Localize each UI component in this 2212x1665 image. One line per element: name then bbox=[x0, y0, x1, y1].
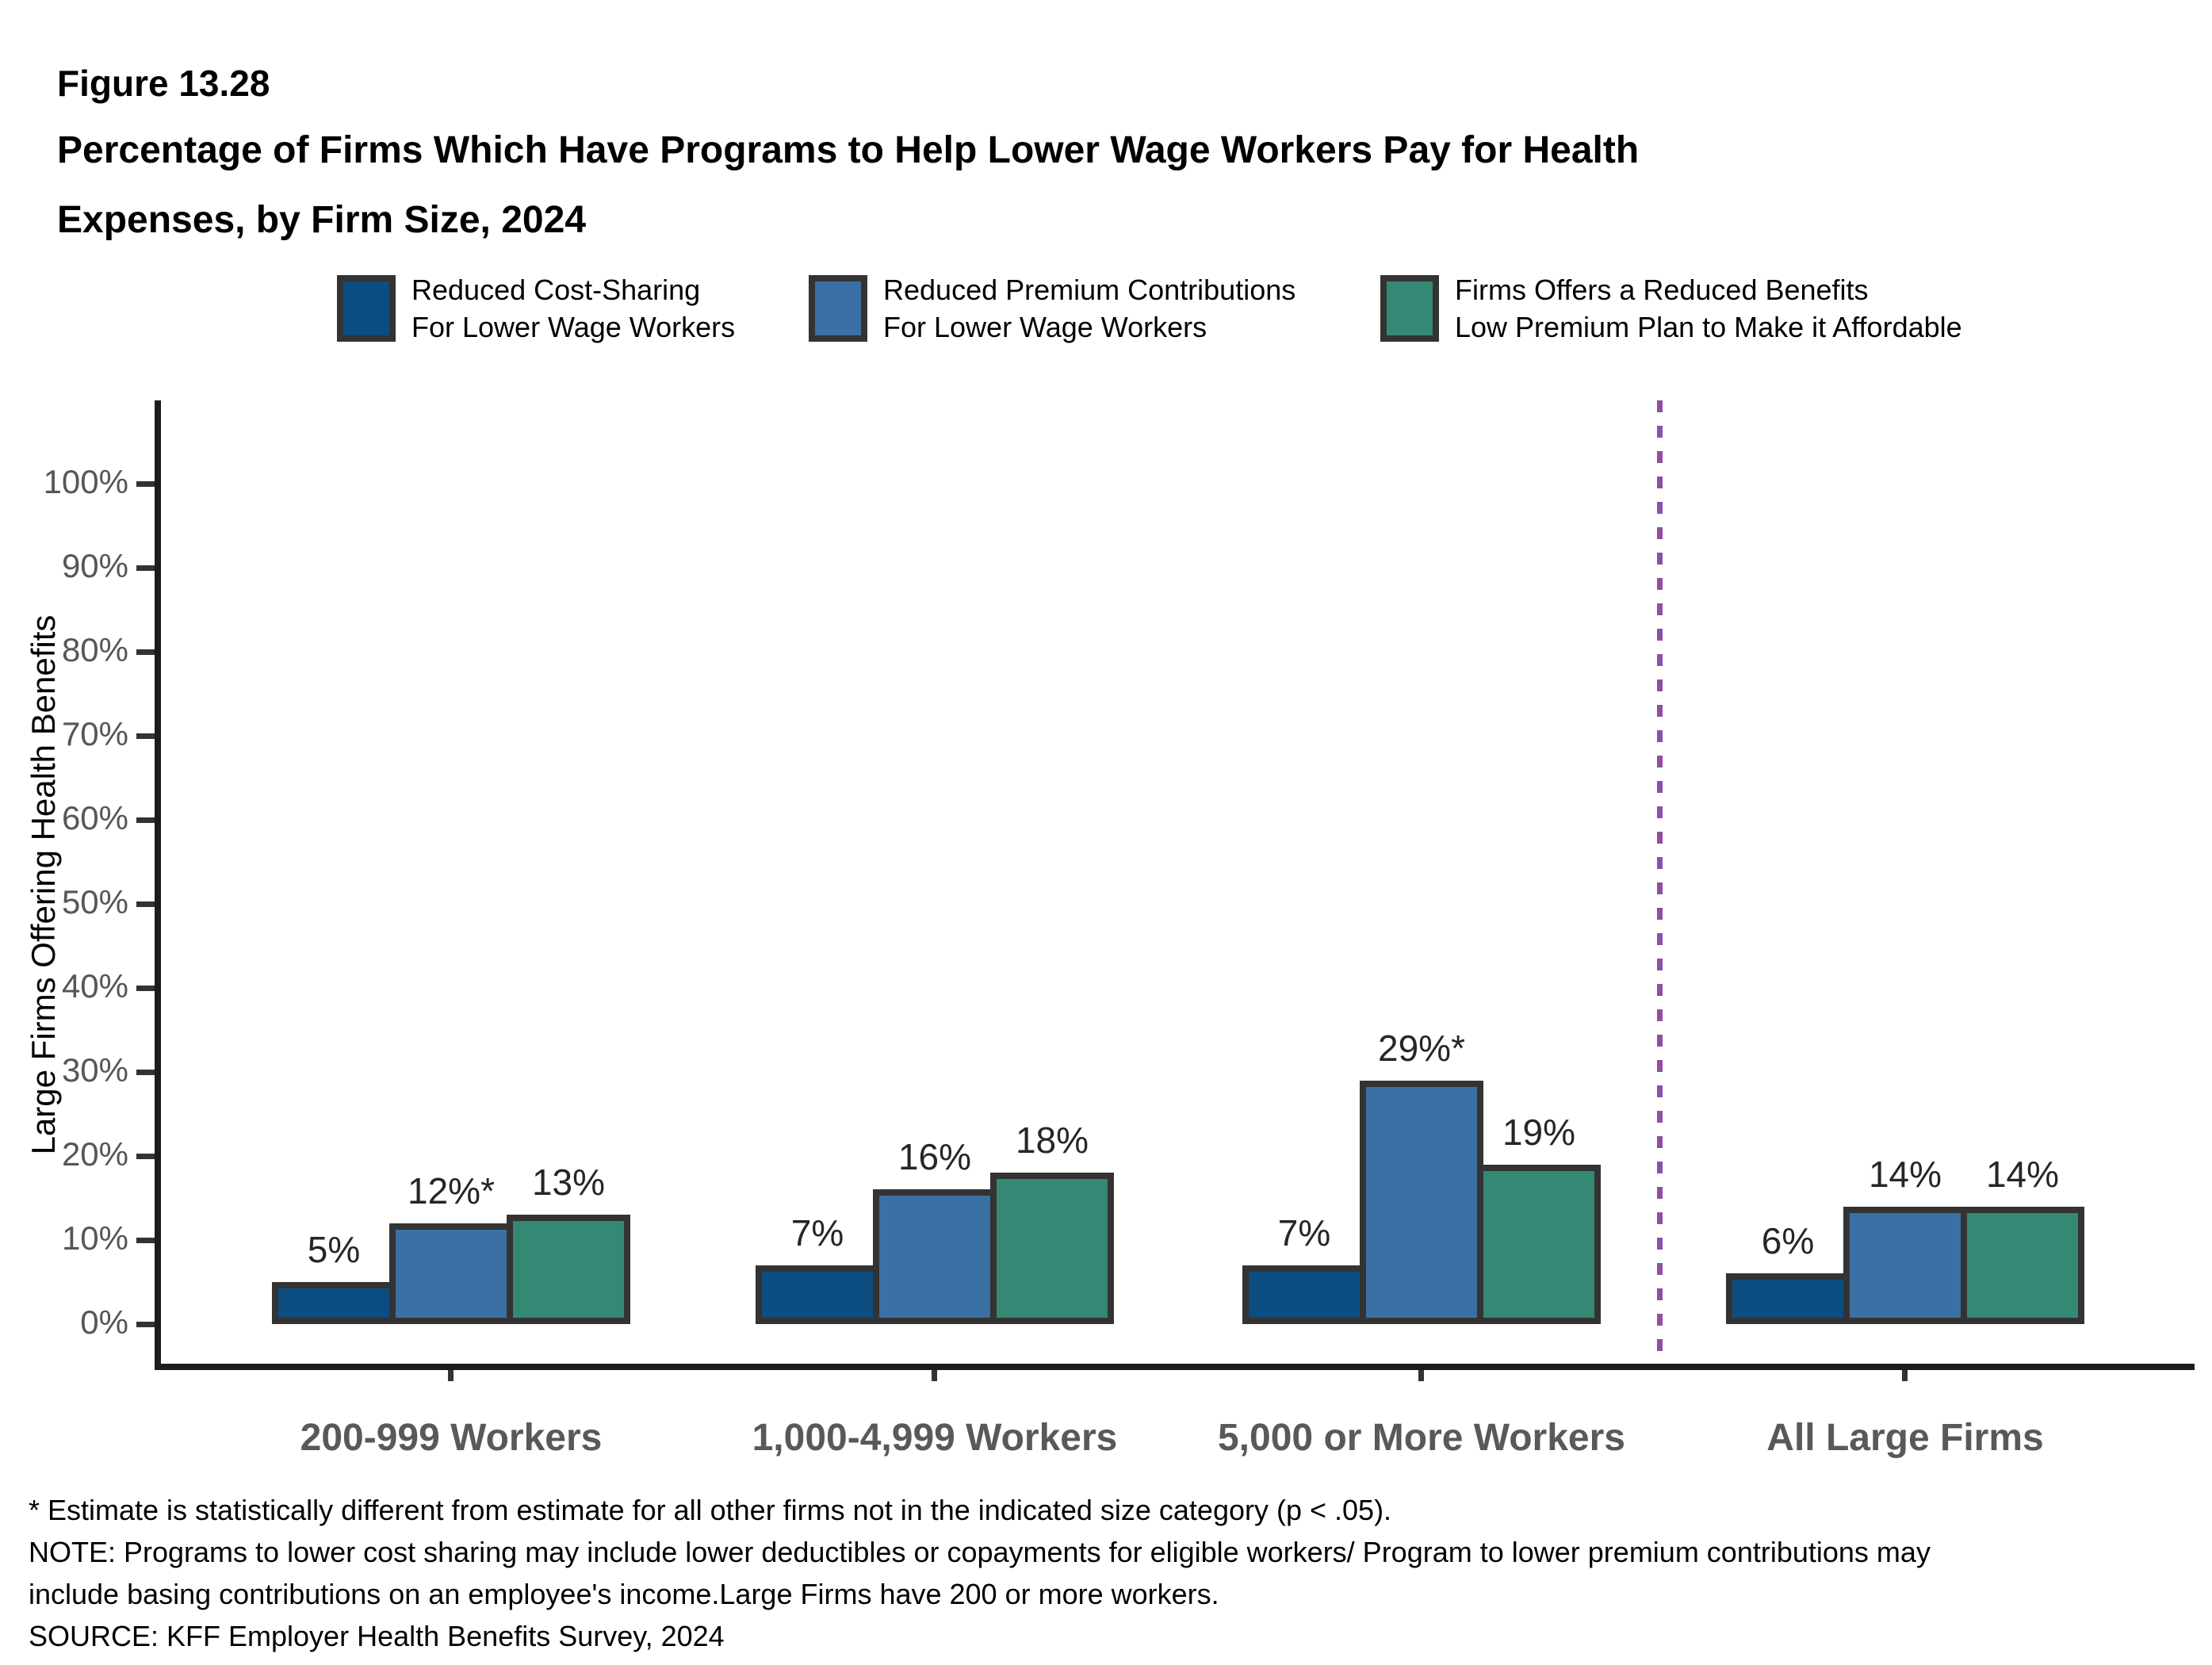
figure-number: Figure 13.28 bbox=[57, 63, 270, 104]
chart-title-line-1: Percentage of Firms Which Have Programs … bbox=[57, 129, 1640, 171]
y-tick-label-10: 10% bbox=[61, 1219, 128, 1257]
bar-column: 13% bbox=[507, 484, 630, 1324]
x-tick-mark bbox=[1902, 1370, 1908, 1381]
bar-value-label: 14% bbox=[1985, 1153, 2060, 1195]
legend-label-line: Reduced Premium Contributions bbox=[883, 274, 1296, 306]
y-tick-mark bbox=[136, 901, 155, 907]
y-tick-mark bbox=[136, 649, 155, 655]
legend-swatch-medium-blue bbox=[809, 275, 867, 342]
bar-column: 12%* bbox=[389, 484, 513, 1324]
bar-reduced-premium bbox=[1843, 1206, 1967, 1324]
y-tick-mark bbox=[136, 986, 155, 991]
bar-reduced-premium bbox=[1360, 1080, 1483, 1324]
x-axis-label-200-999: 200-999 Workers bbox=[300, 1417, 603, 1459]
bar-column: 5% bbox=[272, 484, 396, 1324]
footnotes: * Estimate is statistically different fr… bbox=[29, 1489, 1931, 1657]
y-tick-label-40: 40% bbox=[61, 967, 128, 1005]
x-tick-mark bbox=[448, 1370, 453, 1381]
y-axis-line bbox=[155, 400, 161, 1370]
y-tick-label-100: 100% bbox=[43, 463, 128, 500]
bar-value-label: 7% bbox=[790, 1211, 844, 1254]
legend-swatch-green bbox=[1380, 275, 1439, 342]
bar-value-label: 19% bbox=[1502, 1111, 1576, 1153]
y-tick-label-50: 50% bbox=[61, 883, 128, 921]
bar-column: 19% bbox=[1477, 484, 1601, 1324]
x-tick-mark bbox=[1418, 1370, 1424, 1381]
x-axis-line bbox=[155, 1364, 2195, 1370]
legend-item-reduced-cost-sharing: Reduced Cost-Sharing For Lower Wage Work… bbox=[337, 271, 735, 346]
y-tick-label-90: 90% bbox=[61, 547, 128, 584]
bar-column: 6% bbox=[1726, 484, 1850, 1324]
bar-value-label: 6% bbox=[1761, 1220, 1815, 1262]
bar-value-label: 7% bbox=[1277, 1211, 1331, 1254]
bar-value-label: 14% bbox=[1868, 1153, 1942, 1195]
bar-value-label: 29%* bbox=[1378, 1027, 1465, 1069]
bar-column: 7% bbox=[1242, 484, 1366, 1324]
y-tick-mark bbox=[136, 733, 155, 739]
bar-reduced-benefits-plan bbox=[990, 1173, 1114, 1324]
legend-item-reduced-premium: Reduced Premium Contributions For Lower … bbox=[809, 271, 1295, 346]
legend-item-reduced-benefits-plan: Firms Offers a Reduced Benefits Low Prem… bbox=[1380, 271, 1962, 346]
bar-group-5000-or-more-workers: 7% 29%* 19% bbox=[1235, 484, 1608, 1324]
y-tick-label-70: 70% bbox=[61, 715, 128, 752]
footnote-asterisk: * Estimate is statistically different fr… bbox=[29, 1494, 1392, 1526]
bar-column: 14% bbox=[1843, 484, 1967, 1324]
y-tick-mark bbox=[136, 1154, 155, 1159]
bar-reduced-cost-sharing bbox=[756, 1265, 879, 1324]
bar-reduced-cost-sharing bbox=[1242, 1265, 1366, 1324]
y-tick-mark bbox=[136, 1070, 155, 1075]
legend-label-line: Firms Offers a Reduced Benefits bbox=[1455, 274, 1869, 306]
y-tick-label-80: 80% bbox=[61, 631, 128, 668]
chart-title-line-2: Expenses, by Firm Size, 2024 bbox=[57, 199, 587, 241]
y-tick-mark bbox=[136, 1238, 155, 1243]
legend-label: Firms Offers a Reduced Benefits Low Prem… bbox=[1455, 271, 1962, 346]
bar-column: 29%* bbox=[1360, 484, 1483, 1324]
bar-group-200-999-workers: 5% 12%* 13% bbox=[265, 484, 637, 1324]
y-tick-mark bbox=[136, 1322, 155, 1327]
bar-reduced-benefits-plan bbox=[1961, 1206, 2084, 1324]
bar-reduced-cost-sharing bbox=[272, 1282, 396, 1324]
legend-label: Reduced Premium Contributions For Lower … bbox=[883, 271, 1295, 346]
dashed-separator-line bbox=[1657, 400, 1663, 1364]
bar-reduced-premium bbox=[389, 1223, 513, 1324]
bar-group-all-large-firms: 6% 14% 14% bbox=[1719, 484, 2091, 1324]
bar-group-1000-4999-workers: 7% 16% 18% bbox=[748, 484, 1121, 1324]
bar-value-label: 16% bbox=[897, 1136, 972, 1178]
y-tick-label-30: 30% bbox=[61, 1051, 128, 1089]
bar-value-label: 5% bbox=[307, 1229, 361, 1270]
bar-column: 14% bbox=[1961, 484, 2084, 1324]
bar-column: 16% bbox=[873, 484, 997, 1324]
bar-column: 7% bbox=[756, 484, 879, 1324]
bar-column: 18% bbox=[990, 484, 1114, 1324]
y-tick-label-20: 20% bbox=[61, 1135, 128, 1173]
bar-reduced-cost-sharing bbox=[1726, 1273, 1850, 1324]
y-tick-mark bbox=[136, 565, 155, 571]
footnote-source: SOURCE: KFF Employer Health Benefits Sur… bbox=[29, 1620, 725, 1652]
x-axis-label-5000-plus: 5,000 or More Workers bbox=[1217, 1417, 1625, 1459]
legend-label-line: For Lower Wage Workers bbox=[411, 311, 736, 343]
chart-title: Percentage of Firms Which Have Programs … bbox=[57, 116, 2087, 255]
bar-reduced-benefits-plan bbox=[507, 1215, 630, 1324]
footnote-note-line-2: include basing contributions on an emplo… bbox=[29, 1578, 1219, 1610]
legend-swatch-dark-blue bbox=[337, 275, 396, 342]
bar-value-label: 12%* bbox=[408, 1169, 495, 1211]
legend-label: Reduced Cost-Sharing For Lower Wage Work… bbox=[411, 271, 735, 346]
legend-label-line: Reduced Cost-Sharing bbox=[411, 274, 701, 306]
footnote-note-line-1: NOTE: Programs to lower cost sharing may… bbox=[29, 1536, 1931, 1568]
y-tick-label-60: 60% bbox=[61, 799, 128, 836]
legend-label-line: For Lower Wage Workers bbox=[883, 311, 1207, 343]
y-tick-mark bbox=[136, 481, 155, 487]
bar-reduced-benefits-plan bbox=[1477, 1164, 1601, 1324]
legend-label-line: Low Premium Plan to Make it Affordable bbox=[1455, 311, 1962, 343]
bar-reduced-premium bbox=[873, 1189, 997, 1324]
x-axis-label-1000-4999: 1,000-4,999 Workers bbox=[752, 1417, 1118, 1459]
y-tick-label-0: 0% bbox=[80, 1303, 128, 1341]
bar-value-label: 18% bbox=[1015, 1120, 1089, 1162]
y-tick-mark bbox=[136, 817, 155, 823]
x-tick-mark bbox=[932, 1370, 937, 1381]
x-axis-label-all-large-firms: All Large Firms bbox=[1766, 1417, 2044, 1459]
bar-value-label: 13% bbox=[531, 1162, 606, 1204]
